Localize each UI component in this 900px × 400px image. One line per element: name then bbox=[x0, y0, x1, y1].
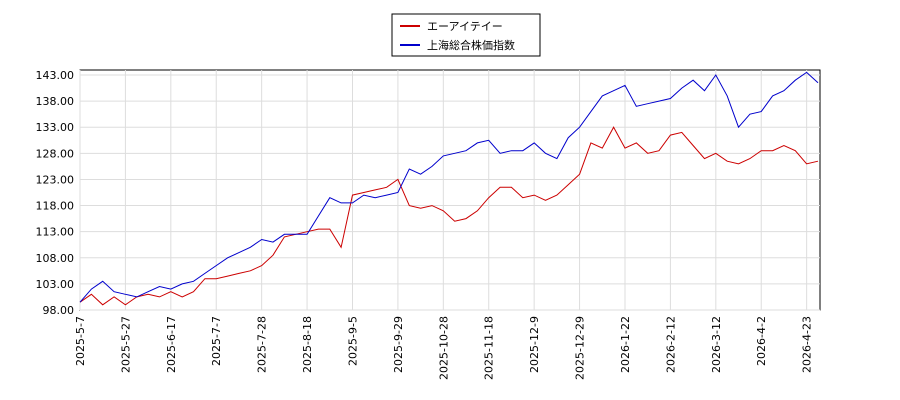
x-tick-label: 2025-8-18 bbox=[301, 316, 314, 373]
legend-label: エーアイテイー bbox=[427, 20, 503, 33]
x-tick-label: 2025-12-29 bbox=[574, 316, 587, 380]
legend-label: 上海総合株価指数 bbox=[427, 38, 515, 52]
x-tick-label: 2025-11-18 bbox=[483, 316, 496, 380]
y-tick-label: 103.00 bbox=[36, 278, 75, 291]
y-tick-label: 143.00 bbox=[36, 69, 75, 82]
x-tick-label: 2026-4-23 bbox=[801, 316, 814, 373]
plot-frame bbox=[79, 69, 821, 311]
x-tick-label: 2025-5-7 bbox=[74, 316, 87, 366]
x-tick-label: 2025-7-7 bbox=[210, 316, 223, 366]
y-tick-label: 133.00 bbox=[36, 121, 75, 134]
x-tick-label: 2026-3-12 bbox=[710, 316, 723, 373]
x-tick-label: 2026-2-12 bbox=[664, 316, 677, 373]
y-tick-label: 113.00 bbox=[36, 226, 75, 239]
series-line bbox=[79, 71, 819, 303]
y-tick-label: 118.00 bbox=[36, 200, 75, 213]
y-tick-label: 128.00 bbox=[36, 147, 75, 160]
x-tick-label: 2025-10-28 bbox=[437, 316, 450, 380]
y-tick-label: 138.00 bbox=[36, 95, 75, 108]
x-tick-label: 2025-7-28 bbox=[256, 316, 269, 373]
x-tick-label: 2025-6-17 bbox=[165, 316, 178, 373]
x-tick-label: 2026-4-2 bbox=[755, 316, 768, 366]
series-line bbox=[79, 126, 819, 306]
x-tick-label: 2025-5-27 bbox=[119, 316, 132, 373]
x-tick-label: 2025-12-9 bbox=[528, 316, 541, 373]
x-tick-label: 2025-9-5 bbox=[346, 316, 359, 366]
x-tick-label: 2026-1-22 bbox=[619, 316, 632, 373]
y-tick-label: 108.00 bbox=[36, 252, 75, 265]
legend-box bbox=[391, 13, 541, 57]
x-tick-label: 2025-9-29 bbox=[392, 316, 405, 373]
y-tick-label: 98.00 bbox=[43, 304, 75, 317]
y-tick-label: 123.00 bbox=[36, 173, 75, 186]
